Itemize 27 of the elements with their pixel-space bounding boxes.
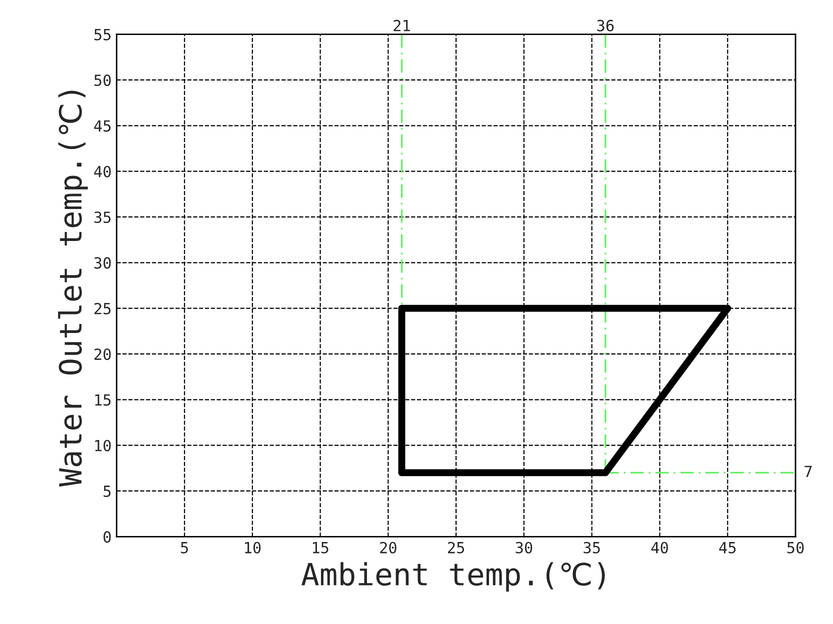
y-tick-label: 0 [104,531,111,543]
ref-line-label: 21 [394,20,410,32]
y-tick-label: 45 [94,120,111,132]
x-tick-label: 10 [245,542,261,554]
y-tick-label: 5 [104,486,111,498]
y-tick-label: 25 [94,302,111,314]
x-tick-label: 40 [651,542,668,554]
y-tick-label: 15 [95,394,111,406]
x-tick-label: 45 [719,542,736,554]
x-tick-label: 20 [380,542,396,554]
x-tick-label: 5 [180,542,188,554]
ref-line-label: 7 [804,466,812,477]
x-axis-title: Ambient temp.(℃) [301,562,605,592]
y-tick-label: 20 [94,348,111,360]
x-tick-label: 25 [448,542,464,554]
ref-line-label: 36 [597,20,614,32]
y-tick-label: 55 [94,29,111,40]
y-tick-label: 30 [94,257,111,269]
y-axis-title: Water Outlet temp.(℃) [58,90,88,487]
y-tick-label: 50 [94,74,111,86]
y-tick-label: 35 [94,211,111,224]
x-tick-label: 15 [312,542,328,554]
x-tick-label: 35 [584,542,600,554]
x-tick-label: 50 [787,542,804,554]
x-tick-label: 30 [516,542,532,554]
y-tick-label: 10 [95,440,111,452]
y-tick-label: 40 [94,166,111,178]
